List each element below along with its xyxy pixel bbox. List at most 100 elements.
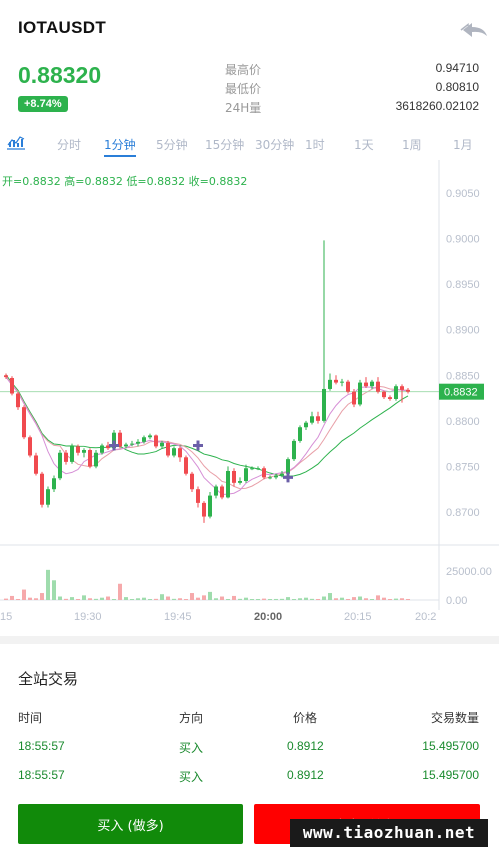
price-tick-label: 0.8900 bbox=[446, 325, 480, 337]
candle-body bbox=[364, 382, 368, 387]
volume-bar bbox=[130, 599, 134, 600]
trades-header-direction: 方向 bbox=[179, 711, 204, 725]
ohlc-low-label: 低= bbox=[126, 175, 147, 188]
candle-body bbox=[76, 446, 80, 453]
candle-body bbox=[238, 481, 242, 483]
candle-body bbox=[292, 440, 296, 460]
tab-30min[interactable]: 30分钟 bbox=[255, 138, 295, 152]
volume-bar bbox=[10, 595, 14, 600]
trades-header-amount: 交易数量 bbox=[430, 711, 479, 725]
volume-bar bbox=[166, 596, 170, 600]
candle-body bbox=[118, 432, 122, 447]
volume-bar bbox=[388, 599, 392, 600]
candle-body bbox=[256, 468, 260, 470]
price-tick-label: 0.8700 bbox=[446, 507, 480, 519]
volume-bar bbox=[100, 597, 104, 600]
volume-bar bbox=[244, 597, 248, 600]
tab-1week[interactable]: 1周 bbox=[402, 138, 422, 152]
tab-time-sharing[interactable]: 分时 bbox=[57, 138, 82, 152]
tab-1hour[interactable]: 1时 bbox=[305, 138, 325, 152]
volume-bar bbox=[184, 599, 188, 600]
candle-body bbox=[70, 446, 74, 462]
trade-direction: 买入 bbox=[179, 741, 204, 755]
volume-bar bbox=[310, 598, 314, 600]
volume-bar bbox=[28, 597, 32, 600]
volume-bar bbox=[370, 599, 374, 600]
tab-5min[interactable]: 5分钟 bbox=[156, 138, 188, 152]
price-tick-label: 0.8750 bbox=[446, 461, 480, 473]
candle-body bbox=[94, 452, 98, 467]
volume-bar bbox=[172, 598, 176, 600]
volume-bar bbox=[382, 597, 386, 600]
candle-body bbox=[46, 489, 50, 505]
low-price-value: 0.80810 bbox=[435, 80, 479, 94]
candle-body bbox=[52, 478, 56, 490]
candlestick-chart-icon[interactable] bbox=[6, 134, 26, 153]
high-price-value: 0.94710 bbox=[435, 61, 479, 75]
section-divider bbox=[0, 636, 499, 644]
price-chart[interactable]: 0.9050 0.9000 0.8950 0.8900 0.8850 0.8800 0.87… bbox=[0, 160, 499, 630]
candle-body bbox=[274, 475, 278, 478]
volume-bar bbox=[196, 597, 200, 600]
candle-body bbox=[298, 427, 302, 441]
candle-body bbox=[130, 443, 134, 445]
candle-body bbox=[136, 441, 140, 444]
time-tick-label: 20:15 bbox=[344, 611, 372, 623]
price-tick-label: 0.8850 bbox=[446, 370, 480, 382]
candle-body bbox=[166, 442, 170, 456]
volume-bar bbox=[256, 599, 260, 600]
current-price-label: 0.8832 bbox=[444, 387, 478, 399]
volume-bar bbox=[376, 595, 380, 600]
volume-bar bbox=[40, 593, 44, 600]
ohlc-close-label: 收= bbox=[188, 175, 209, 188]
candle-body bbox=[340, 381, 344, 383]
volume-bar bbox=[226, 599, 230, 600]
volume-bar bbox=[406, 599, 410, 600]
volume-bar bbox=[364, 598, 368, 600]
volume-bar bbox=[88, 598, 92, 600]
price-tick-label: 0.8800 bbox=[446, 416, 480, 428]
volume-bar bbox=[136, 598, 140, 600]
candle-body bbox=[184, 457, 188, 474]
volume-bar bbox=[340, 597, 344, 600]
volume-bar bbox=[220, 596, 224, 600]
candle-body bbox=[406, 389, 410, 392]
time-tick-label: 20:2 bbox=[415, 611, 436, 623]
volume-bar bbox=[124, 597, 128, 600]
candle-body bbox=[334, 379, 338, 383]
ohlc-high-label: 高= bbox=[64, 175, 85, 188]
candle-body bbox=[178, 448, 182, 458]
tab-1month[interactable]: 1月 bbox=[453, 138, 473, 152]
trade-marker-icon bbox=[109, 440, 119, 451]
candle-body bbox=[172, 448, 176, 456]
buy-long-button[interactable]: 买入 (做多) bbox=[18, 804, 243, 844]
change-badge: +8.74% bbox=[18, 96, 68, 112]
volume-bar bbox=[394, 598, 398, 600]
candle-body bbox=[286, 459, 290, 474]
volume-bar bbox=[346, 599, 350, 600]
trade-time: 18:55:57 bbox=[18, 768, 65, 782]
tab-15min[interactable]: 15分钟 bbox=[205, 138, 245, 152]
current-price-tag bbox=[439, 383, 484, 400]
candle-body bbox=[226, 470, 230, 498]
tab-1min[interactable]: 1分钟 bbox=[104, 138, 136, 157]
candle-body bbox=[250, 468, 254, 470]
volume-bar bbox=[148, 599, 152, 600]
price-tick-label: 0.8950 bbox=[446, 279, 480, 291]
candle-body bbox=[400, 386, 404, 390]
candle-body bbox=[370, 381, 374, 387]
candle-body bbox=[352, 391, 356, 405]
volume-bar bbox=[208, 591, 212, 600]
volume-bar bbox=[106, 596, 110, 600]
time-tick-label: 19:45 bbox=[164, 611, 192, 623]
candle-body bbox=[316, 416, 320, 421]
trade-time: 18:55:57 bbox=[18, 739, 65, 753]
volume-bar bbox=[190, 593, 194, 600]
candle-body bbox=[304, 422, 308, 428]
candle-body bbox=[22, 407, 26, 438]
tab-1day[interactable]: 1天 bbox=[354, 138, 374, 152]
candle-body bbox=[232, 470, 236, 483]
double-chevron-left-icon[interactable] bbox=[460, 20, 490, 40]
candle-body bbox=[124, 444, 128, 447]
candle-body bbox=[160, 442, 164, 447]
